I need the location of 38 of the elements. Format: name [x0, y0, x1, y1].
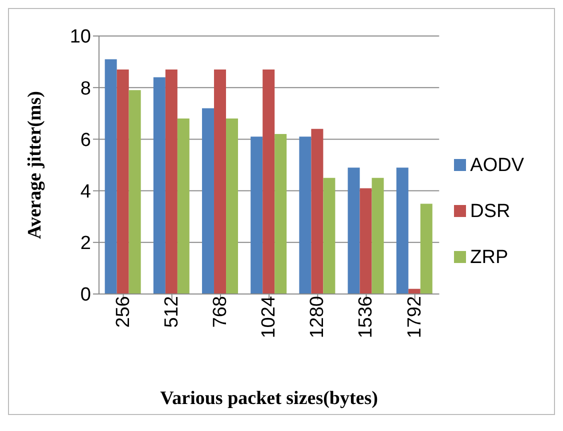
y-tick-label: 6: [80, 130, 91, 151]
bar: [299, 136, 312, 294]
bar: [311, 128, 324, 294]
legend-label: ZRP: [470, 246, 508, 268]
x-tick-label: 256: [112, 296, 134, 328]
bar: [226, 118, 238, 294]
bar: [262, 70, 275, 294]
bar: [165, 70, 178, 294]
y-tick-label: 0: [80, 284, 91, 306]
y-tick-label: 10: [70, 26, 91, 48]
bar: [323, 178, 336, 294]
x-tick-label: 512: [161, 296, 182, 328]
x-tick-label: 1792: [404, 296, 426, 338]
bar: [202, 108, 214, 294]
bar: [104, 59, 117, 294]
bar: [128, 90, 141, 294]
x-tick-label: 768: [210, 296, 231, 328]
bar: [116, 70, 129, 294]
y-tick-label: 8: [80, 78, 91, 100]
x-axis-title: Various packet sizes(bytes): [160, 388, 378, 409]
bar: [214, 70, 226, 294]
bar: [348, 168, 360, 294]
bar: [420, 204, 432, 294]
x-tick-label: 1536: [356, 296, 377, 338]
y-tick-label: 4: [80, 182, 92, 203]
bar: [153, 77, 166, 294]
y-axis-title: Average jitter(ms): [24, 91, 46, 239]
bar: [274, 134, 287, 294]
bar: [396, 168, 408, 294]
bar: [360, 188, 372, 294]
legend-label: DSR: [470, 200, 510, 222]
y-tick-label: 2: [80, 233, 91, 254]
bar: [250, 136, 263, 294]
x-tick-label: 1280: [307, 296, 328, 338]
x-tick-label: 1024: [258, 296, 280, 338]
bar: [372, 178, 384, 294]
bar: [177, 118, 190, 294]
legend-label: AODV: [470, 154, 524, 176]
